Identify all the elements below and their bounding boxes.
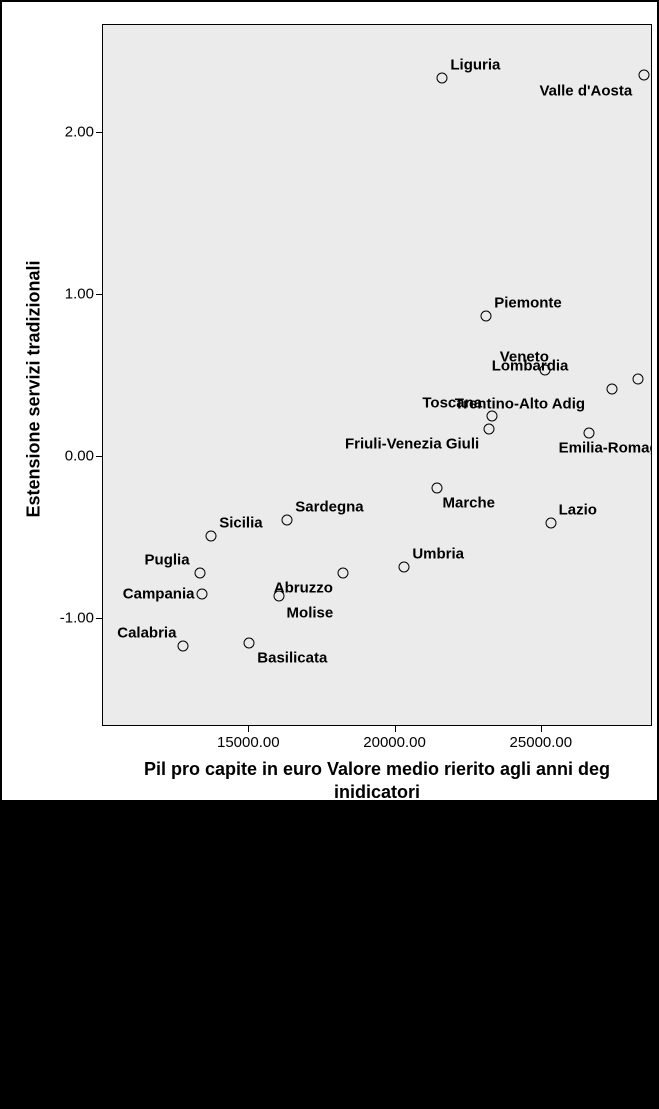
x-axis-label-line2: inidicatori (334, 782, 420, 802)
scatter-point-label: Basilicata (257, 649, 327, 666)
scatter-point-label: Sicilia (219, 515, 262, 532)
y-tick-label: 2.00 (50, 124, 94, 141)
scatter-point (484, 424, 495, 435)
scatter-point-label: Liguria (450, 57, 500, 74)
y-tick-mark (96, 618, 102, 619)
scatter-point-label: Toscana (422, 395, 482, 412)
x-axis-label-line1: Pil pro capite in euro Valore medio rier… (144, 759, 610, 779)
y-tick-label: 1.00 (50, 286, 94, 303)
scatter-point (487, 411, 498, 422)
plot-area: LiguriaValle d'AostaPiemonteVenetoLombar… (102, 24, 652, 726)
scatter-point-label: Calabria (117, 625, 176, 642)
x-tick-mark (248, 726, 249, 732)
x-tick-label: 15000.00 (217, 734, 280, 751)
scatter-point (545, 518, 556, 529)
x-tick-label: 25000.00 (510, 734, 573, 751)
scatter-point (273, 590, 284, 601)
scatter-point-label: Puglia (145, 552, 190, 569)
scatter-point-label: Molise (287, 604, 334, 621)
scatter-point (337, 568, 348, 579)
y-tick-mark (96, 294, 102, 295)
x-tick-mark (541, 726, 542, 732)
scatter-point-label: Marche (443, 494, 496, 511)
x-tick-mark (395, 726, 396, 732)
x-tick-label: 20000.00 (363, 734, 426, 751)
chart-container: LiguriaValle d'AostaPiemonteVenetoLombar… (0, 0, 659, 802)
y-axis-label: Estensione servizi tradizionali (24, 260, 45, 517)
scatter-point-label: Friuli-Venezia Giuli (345, 436, 479, 453)
y-tick-mark (96, 132, 102, 133)
scatter-point (607, 383, 618, 394)
y-tick-label: 0.00 (50, 447, 94, 464)
scatter-point-label: Lombardia (492, 358, 569, 375)
y-tick-mark (96, 456, 102, 457)
scatter-point-label: Sardegna (295, 498, 363, 515)
scatter-point (206, 531, 217, 542)
scatter-point (244, 637, 255, 648)
scatter-point-label: Emilia-Romagna (559, 439, 652, 456)
scatter-point-label: Piemonte (494, 295, 562, 312)
x-axis-label: Pil pro capite in euro Valore medio rier… (102, 758, 652, 803)
scatter-point (481, 311, 492, 322)
scatter-point (583, 427, 594, 438)
scatter-point (282, 514, 293, 525)
y-tick-label: -1.00 (50, 609, 94, 626)
scatter-point-label: Campania (123, 586, 195, 603)
scatter-point (399, 561, 410, 572)
scatter-point (194, 568, 205, 579)
scatter-point (178, 641, 189, 652)
scatter-point-label: Valle d'Aosta (539, 83, 632, 100)
scatter-point (197, 589, 208, 600)
scatter-point-label: Lazio (559, 502, 597, 519)
scatter-point (639, 70, 650, 81)
scatter-point (633, 374, 644, 385)
scatter-point (431, 482, 442, 493)
scatter-point-label: Umbria (412, 545, 464, 562)
scatter-point (437, 73, 448, 84)
